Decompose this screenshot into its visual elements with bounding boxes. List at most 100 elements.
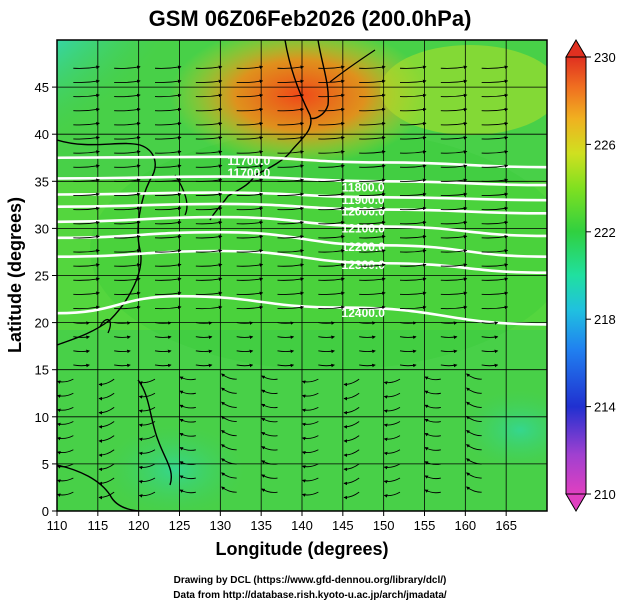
- colorbar-scale: [565, 56, 587, 495]
- wind-streamline: [221, 458, 237, 465]
- wind-streamline: [73, 335, 90, 340]
- wind-streamline: [343, 463, 360, 472]
- wind-streamline: [57, 392, 74, 398]
- contour-label: 12100.0: [342, 222, 386, 236]
- wind-streamline: [57, 463, 74, 469]
- wind-streamline: [154, 136, 182, 140]
- wind-streamline: [399, 65, 427, 69]
- x-tick-label: 155: [414, 518, 436, 533]
- wind-streamline: [466, 444, 482, 451]
- wind-streamline: [318, 305, 345, 310]
- wind-streamline: [154, 263, 182, 267]
- hokkaido-coastline: [309, 40, 330, 120]
- wind-streamline: [98, 477, 115, 486]
- wind-streamline: [440, 363, 458, 368]
- wind-streamline: [179, 376, 196, 381]
- wind-streamline: [179, 418, 196, 423]
- wind-streamline: [73, 277, 100, 281]
- wind-streamline: [73, 107, 100, 112]
- wind-streamline: [481, 291, 509, 296]
- y-tick-label: 30: [35, 221, 49, 236]
- wind-streamline: [195, 65, 223, 69]
- colorbar-tick-label: 222: [594, 225, 616, 240]
- wind-streamline: [57, 421, 74, 427]
- wind-streamline: [481, 277, 509, 281]
- wind-streamline: [359, 321, 376, 325]
- wind-streamline: [440, 249, 468, 253]
- wind-streamline: [318, 79, 345, 84]
- wind-streamline: [318, 206, 345, 211]
- wind-streamline: [343, 407, 360, 415]
- wind-streamline: [261, 417, 278, 423]
- wind-streamline: [154, 65, 182, 69]
- wind-streamline: [236, 164, 264, 168]
- philippines-coastline: [137, 379, 172, 486]
- wind-streamline: [399, 235, 427, 239]
- wind-streamline: [343, 435, 360, 443]
- wind-streamline: [399, 136, 427, 140]
- wind-streamline: [481, 235, 509, 239]
- wind-streamline: [195, 93, 223, 98]
- wind-streamline: [138, 449, 156, 456]
- wind-streamline: [236, 150, 264, 154]
- wind-streamline: [114, 136, 141, 140]
- wind-streamline: [73, 321, 90, 325]
- wind-streamline: [301, 421, 319, 427]
- wind-streamline: [195, 263, 223, 267]
- wind-streamline: [277, 363, 295, 368]
- wind-streamline: [481, 363, 499, 368]
- wind-streamline: [359, 349, 376, 354]
- wind-streamline: [440, 206, 468, 211]
- wind-streamline: [359, 305, 386, 310]
- y-tick-label: 10: [35, 410, 49, 425]
- wind-streamline: [114, 220, 141, 225]
- japan-coastline: [209, 40, 312, 221]
- wind-streamline: [98, 407, 115, 415]
- wind-streamline: [154, 206, 182, 211]
- wind-streamline: [399, 150, 427, 154]
- wind-streamline: [261, 446, 278, 451]
- wind-streamline: [383, 491, 401, 498]
- wind-streamline: [236, 93, 264, 98]
- wind-streamline: [236, 121, 264, 126]
- wind-streamline: [221, 401, 237, 408]
- wind-streamlines: [57, 65, 509, 500]
- wind-streamline: [114, 263, 141, 267]
- wind-streamline: [236, 178, 264, 183]
- wind-streamline: [466, 373, 482, 380]
- wind-streamline: [359, 249, 386, 253]
- wind-streamline: [318, 192, 345, 197]
- wind-streamline: [154, 79, 182, 84]
- wind-streamline: [466, 387, 482, 394]
- wind-streamline: [383, 406, 401, 413]
- wind-streamline: [138, 406, 156, 413]
- wind-streamline: [73, 249, 100, 253]
- wind-streamline: [440, 121, 468, 126]
- wind-streamline: [114, 321, 131, 325]
- wind-streamline: [318, 263, 345, 267]
- wind-streamline: [195, 363, 213, 368]
- wind-streamline: [466, 472, 482, 479]
- y-tick-label: 40: [35, 127, 49, 142]
- wind-streamline: [301, 449, 319, 455]
- wind-streamline: [318, 220, 345, 225]
- wind-streamline: [179, 475, 196, 480]
- wind-streamline: [318, 136, 345, 140]
- wind-streamline: [466, 401, 482, 408]
- wind-streamline: [179, 461, 196, 465]
- wind-streamline: [440, 263, 468, 267]
- wind-streamline: [399, 321, 417, 325]
- wind-streamline: [440, 220, 468, 225]
- wind-streamline: [383, 449, 401, 456]
- wind-streamline: [440, 321, 458, 325]
- wind-streamline: [359, 291, 386, 296]
- wind-streamline: [399, 249, 427, 253]
- wind-streamline: [154, 249, 182, 253]
- korea-coastline: [174, 174, 188, 216]
- wind-streamline: [399, 79, 427, 84]
- wind-streamline: [318, 349, 335, 354]
- wind-streamline: [154, 107, 182, 112]
- wind-streamline: [481, 220, 509, 225]
- cool-region-se: [460, 390, 547, 470]
- wind-streamline: [261, 403, 278, 409]
